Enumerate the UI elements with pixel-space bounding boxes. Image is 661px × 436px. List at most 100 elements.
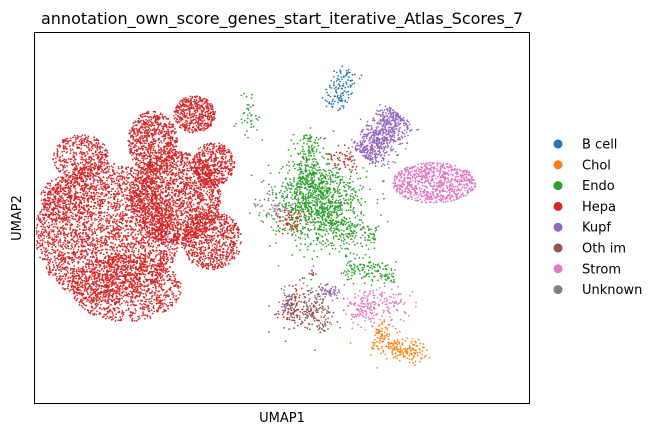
data-point: [307, 245, 310, 248]
data-point: [382, 337, 384, 340]
data-point: [351, 274, 353, 277]
data-point: [310, 209, 313, 211]
data-point: [320, 181, 323, 184]
data-point: [62, 243, 64, 246]
data-point: [240, 94, 243, 97]
data-point: [128, 192, 131, 195]
data-point: [252, 104, 254, 107]
data-point: [293, 176, 296, 179]
data-point: [38, 242, 41, 245]
data-point: [137, 233, 139, 236]
data-point: [132, 231, 134, 233]
data-point: [342, 105, 345, 107]
data-point: [354, 216, 357, 219]
data-point: [399, 347, 402, 350]
data-point: [76, 214, 79, 217]
data-point: [312, 204, 315, 206]
data-point: [307, 204, 310, 207]
data-point: [336, 77, 339, 80]
data-point: [353, 269, 356, 272]
data-point: [380, 347, 383, 350]
data-point: [311, 184, 314, 187]
data-point: [414, 360, 417, 363]
data-point: [310, 213, 312, 216]
data-point: [317, 169, 319, 172]
data-point: [290, 183, 293, 185]
data-point: [333, 70, 336, 72]
data-point: [42, 231, 45, 234]
data-point: [297, 217, 300, 220]
data-point: [379, 272, 382, 275]
data-point: [117, 252, 120, 255]
data-point: [59, 241, 62, 244]
data-point: [160, 250, 162, 252]
data-point: [84, 215, 86, 218]
data-point: [115, 229, 117, 231]
data-point: [337, 220, 340, 223]
data-point: [376, 270, 379, 272]
data-point: [154, 255, 157, 258]
data-point: [70, 282, 73, 285]
data-point: [113, 250, 116, 252]
data-point: [61, 277, 63, 280]
data-point: [328, 169, 330, 172]
data-point: [346, 201, 348, 204]
data-point: [343, 90, 346, 92]
data-point: [116, 200, 119, 203]
data-point: [339, 195, 342, 198]
data-point: [144, 253, 147, 256]
data-point: [119, 212, 122, 214]
data-point: [84, 275, 87, 278]
data-point: [385, 334, 388, 337]
data-point: [342, 181, 345, 184]
data-point: [99, 183, 102, 186]
data-point: [124, 201, 127, 204]
data-point: [364, 200, 367, 203]
data-point: [341, 85, 344, 87]
data-point: [325, 228, 328, 231]
data-point: [382, 268, 385, 270]
data-point: [331, 200, 334, 203]
data-point: [376, 367, 379, 369]
data-point: [333, 80, 335, 83]
data-point: [387, 275, 389, 278]
data-point: [336, 192, 339, 194]
data-point: [67, 283, 70, 286]
data-point: [58, 282, 61, 285]
data-point: [102, 189, 105, 191]
data-point: [90, 217, 93, 220]
data-point: [302, 138, 305, 141]
data-point: [146, 180, 149, 182]
data-point: [262, 221, 265, 223]
data-point: [174, 229, 176, 232]
data-point: [394, 268, 396, 271]
data-point: [78, 232, 81, 235]
data-point: [372, 238, 375, 241]
data-point: [43, 235, 46, 237]
data-point: [122, 218, 125, 220]
data-point: [378, 337, 381, 340]
data-point: [315, 160, 318, 163]
data-point: [371, 267, 373, 270]
data-point: [88, 194, 91, 197]
data-point: [133, 169, 136, 171]
data-point: [306, 183, 308, 185]
data-point: [352, 240, 355, 243]
data-point: [354, 224, 356, 226]
data-point: [322, 223, 325, 226]
data-point: [66, 233, 68, 236]
data-point: [323, 137, 325, 140]
data-point: [411, 359, 413, 361]
series-endo: [233, 92, 397, 287]
data-point: [122, 227, 125, 230]
data-point: [114, 243, 117, 246]
data-point: [387, 341, 389, 344]
data-point: [428, 356, 431, 359]
data-point: [143, 216, 146, 219]
data-point: [96, 184, 99, 187]
data-point: [398, 330, 401, 333]
data-point: [377, 225, 380, 228]
data-point: [42, 214, 44, 216]
data-point: [310, 228, 312, 231]
data-point: [347, 79, 349, 81]
